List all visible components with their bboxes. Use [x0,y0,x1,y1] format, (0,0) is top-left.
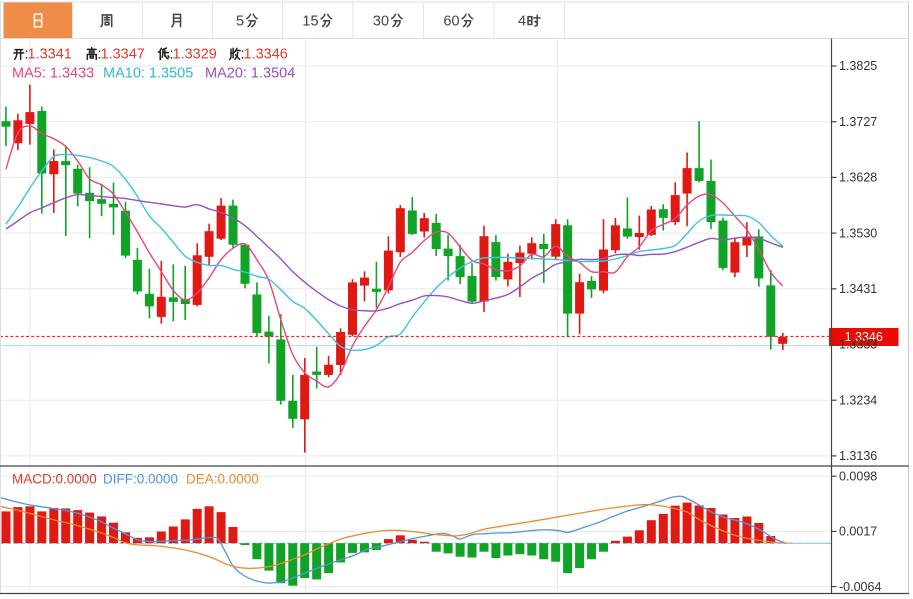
svg-text:0.0098: 0.0098 [839,469,877,483]
svg-text::: : [241,47,245,63]
svg-text:DEA:0.0000: DEA:0.0000 [186,472,259,487]
svg-text:DIFF:0.0000: DIFF:0.0000 [103,472,178,487]
svg-text:MACD:0.0000: MACD:0.0000 [12,472,97,487]
svg-text::: : [98,47,102,63]
svg-text:1.3727: 1.3727 [839,115,877,129]
svg-text:MA10: 1.3505: MA10: 1.3505 [103,66,193,82]
svg-text:0.0017: 0.0017 [839,525,877,539]
svg-text:1.3628: 1.3628 [839,171,877,185]
svg-text:1.3333: 1.3333 [839,338,877,352]
svg-text:1.3341: 1.3341 [28,47,72,63]
svg-text::: : [25,47,29,63]
svg-text:1.3329: 1.3329 [173,47,217,63]
svg-text:1.3825: 1.3825 [839,59,877,73]
svg-text:1.3431: 1.3431 [839,282,877,296]
svg-text:MA5: 1.3433: MA5: 1.3433 [12,66,94,82]
svg-text:1.3234: 1.3234 [839,393,877,407]
svg-text:30: 30 [373,14,389,30]
svg-text:1.3530: 1.3530 [839,226,877,240]
svg-text::: : [170,47,174,63]
svg-text:MA20: 1.3504: MA20: 1.3504 [205,66,295,82]
svg-text:1.3346: 1.3346 [244,47,288,63]
svg-text:1.3136: 1.3136 [839,449,877,463]
svg-text:60: 60 [443,14,459,30]
svg-text:1.3346: 1.3346 [845,330,883,344]
svg-text:15: 15 [302,14,318,30]
svg-text:-0.0064: -0.0064 [839,580,881,594]
svg-text:1.3347: 1.3347 [101,47,145,63]
svg-text:4: 4 [518,14,526,30]
svg-text:5: 5 [236,14,244,30]
